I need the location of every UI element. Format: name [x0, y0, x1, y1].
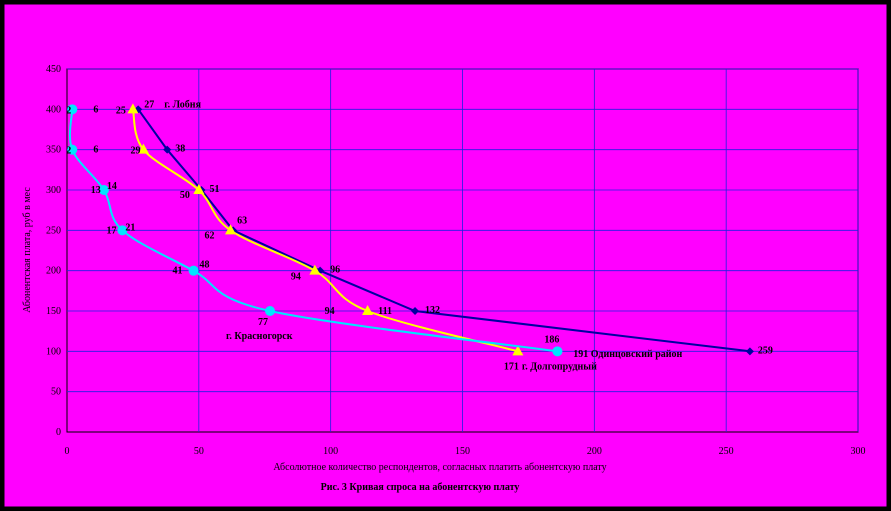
extra-label: 17 — [107, 225, 117, 236]
data-label: 63 — [237, 215, 247, 226]
data-point — [362, 305, 374, 315]
data-point — [745, 347, 754, 356]
data-label: 2 — [66, 105, 71, 116]
data-label: 21 — [125, 222, 135, 233]
extra-label: 13 — [91, 185, 101, 196]
x-tick-label: 300 — [851, 446, 866, 457]
data-point — [224, 224, 236, 235]
data-label: 27 — [144, 99, 154, 110]
y-tick-label: 150 — [46, 306, 61, 317]
data-point — [137, 143, 149, 154]
data-label: 51 — [209, 184, 219, 195]
data-point — [193, 184, 205, 194]
data-point — [309, 264, 321, 275]
data-point — [512, 345, 524, 356]
y-tick-label: 0 — [56, 427, 61, 438]
y-tick-label: 200 — [46, 266, 61, 277]
x-axis-title: Абсолютное количество респондентов, согл… — [273, 462, 606, 473]
data-label: 14 — [107, 181, 117, 192]
data-series — [127, 103, 524, 356]
x-tick-label: 250 — [719, 446, 734, 457]
data-label: 171 — [504, 361, 519, 372]
y-tick-label: 400 — [46, 104, 61, 115]
data-label: 50 — [180, 190, 190, 201]
y-tick-label: 250 — [46, 225, 61, 236]
extra-label: 41 — [172, 266, 182, 277]
extra-label: 191 Одинцовский район — [573, 349, 682, 360]
series-line — [68, 109, 558, 353]
chart-caption: Рис. 3 Кривая спроса на абонентскую плат… — [321, 482, 520, 493]
data-label: 94 — [291, 272, 301, 283]
data-label: 29 — [130, 146, 140, 157]
y-tick-label: 50 — [51, 387, 61, 398]
data-point — [265, 306, 276, 316]
area-label: г. Лобня — [164, 99, 201, 110]
data-label: 77 — [258, 317, 268, 328]
x-tick-label: 0 — [65, 446, 70, 457]
data-label: 186 — [544, 334, 559, 345]
y-tick-label: 450 — [46, 64, 61, 75]
data-label: 38 — [175, 144, 185, 155]
data-label: 48 — [200, 260, 210, 271]
y-tick-label: 100 — [46, 346, 61, 357]
extra-label: 6 — [93, 104, 98, 115]
extra-label: 111 — [378, 306, 392, 317]
data-label: 132 — [425, 305, 440, 316]
x-tick-label: 150 — [455, 446, 470, 457]
data-series — [67, 104, 563, 357]
data-point — [67, 144, 78, 155]
data-label: 96 — [330, 265, 340, 276]
data-point — [127, 103, 139, 114]
area-label: г. Долгопрудный — [522, 361, 597, 372]
series-lines — [67, 103, 754, 357]
data-point — [411, 307, 420, 315]
data-label: 25 — [116, 105, 126, 116]
x-tick-label: 200 — [587, 446, 602, 457]
x-tick-label: 50 — [194, 446, 204, 457]
extra-label: 6 — [93, 145, 98, 156]
data-label: 259 — [758, 345, 773, 356]
data-point — [98, 185, 109, 195]
y-tick-label: 300 — [46, 185, 61, 196]
data-label: 94 — [325, 306, 335, 317]
area-label: г. Красногорск — [226, 331, 293, 342]
data-point — [163, 145, 172, 154]
y-axis-title: Абонентская плата, руб в мес — [22, 187, 33, 313]
data-point — [188, 265, 199, 276]
x-tick-label: 100 — [323, 446, 338, 457]
data-label: 62 — [204, 230, 214, 241]
data-point — [552, 346, 563, 357]
data-point — [117, 225, 128, 236]
data-point — [67, 104, 78, 115]
y-tick-label: 350 — [46, 145, 61, 156]
data-label: 2 — [66, 146, 71, 157]
grid-lines — [67, 68, 859, 432]
